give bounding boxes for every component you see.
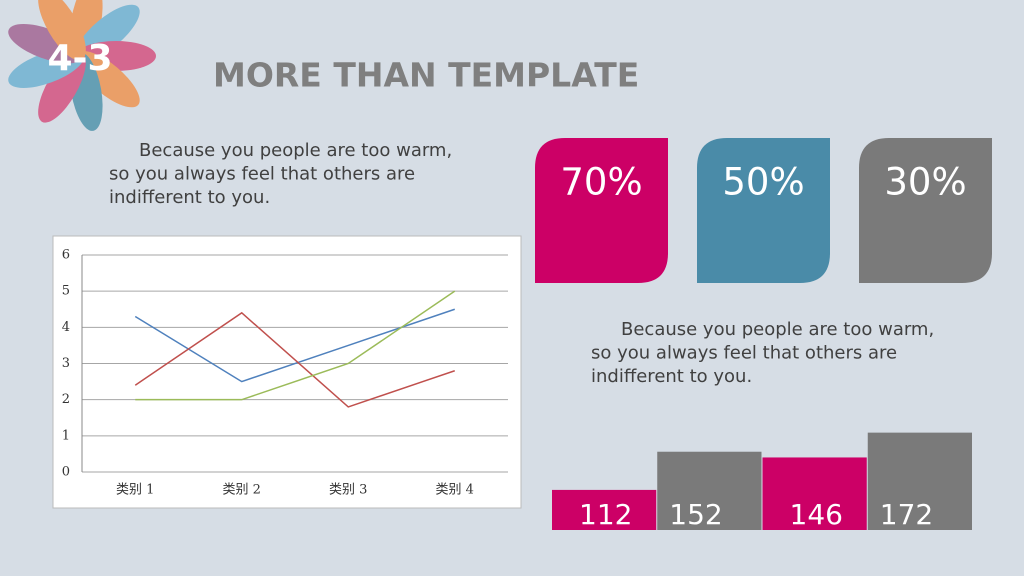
paragraph-line: Because you people are too warm, [139, 140, 452, 161]
bar [762, 457, 867, 530]
y-tick-label: 6 [62, 248, 70, 263]
bar [657, 451, 762, 530]
stat-tile [535, 138, 668, 283]
x-tick-label: 类别 2 [223, 483, 261, 498]
badge: 4-3 [47, 38, 112, 79]
y-tick-label: 0 [62, 465, 70, 480]
series-line [135, 290, 456, 401]
stat-label: 70% [560, 161, 642, 204]
paragraph-line: indifferent to you. [591, 366, 752, 387]
title: MORE THAN TEMPLATE [213, 56, 639, 95]
paragraph-line: indifferent to you. [109, 187, 270, 208]
bar-label: 146 [790, 498, 843, 531]
flower-logo [8, 0, 156, 131]
x-tick-label: 类别 1 [116, 483, 154, 498]
y-tick-label: 3 [62, 356, 70, 371]
y-tick-label: 1 [62, 428, 70, 443]
paragraph-line: so you always feel that others are [109, 164, 415, 185]
y-tick-label: 2 [62, 392, 70, 407]
stat-tile [859, 138, 992, 283]
stat-tile [697, 138, 830, 283]
y-tick-label: 5 [62, 284, 70, 299]
stat-label: 50% [722, 161, 804, 204]
x-tick-label: 类别 4 [436, 483, 474, 498]
paragraph-line: so you always feel that others are [591, 343, 897, 364]
bar-label: 152 [669, 498, 722, 531]
y-tick-label: 4 [62, 320, 70, 335]
bar [552, 489, 657, 530]
bar-label: 112 [579, 498, 632, 531]
chart-frame [52, 235, 522, 509]
bar [867, 432, 972, 530]
stat-label: 30% [884, 161, 966, 204]
x-tick-label: 类别 3 [329, 483, 367, 498]
bar-label: 172 [880, 498, 933, 531]
series-line [134, 311, 455, 408]
paragraph-line: Because you people are too warm, [621, 319, 934, 340]
